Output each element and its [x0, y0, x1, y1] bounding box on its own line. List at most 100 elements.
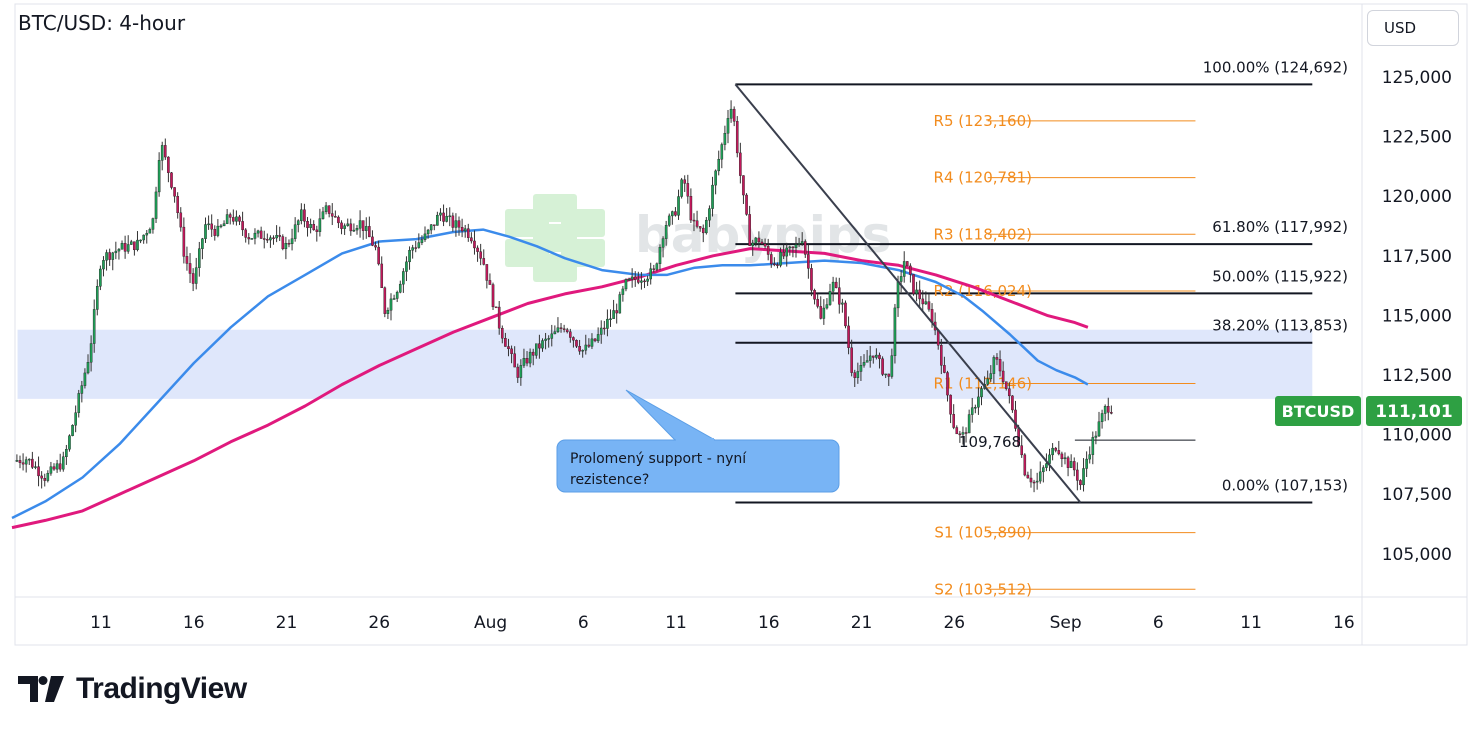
candle-body [893, 307, 897, 356]
candle-body [989, 373, 993, 380]
candle-body [803, 241, 807, 255]
candle-body [1048, 454, 1051, 464]
price-tick-label: 112,500 [1382, 366, 1452, 386]
candle-body [108, 252, 111, 260]
candle-body [476, 247, 479, 252]
candle-body [742, 175, 745, 196]
watermark-cube [533, 224, 577, 252]
candle-body [547, 338, 550, 340]
candle-body [717, 158, 721, 172]
candle-body [235, 216, 238, 222]
candle-body [485, 264, 489, 281]
candle-body [535, 343, 538, 356]
candle-body [525, 358, 529, 364]
candle-body [1008, 388, 1011, 397]
candle-body [643, 280, 646, 283]
candle-body [1014, 409, 1017, 429]
candle-body [559, 327, 563, 329]
candle-body [924, 301, 928, 305]
candle-body [445, 215, 448, 222]
candle-body [228, 214, 232, 218]
current-price-tag[interactable]: BTCUSD 111,101 [1275, 396, 1462, 426]
candle-body [247, 237, 251, 240]
candle-body [735, 121, 739, 154]
candle-body [139, 239, 142, 242]
price-tag-bg [1366, 396, 1462, 426]
candle-body [61, 456, 65, 470]
candle-body [612, 310, 615, 319]
candle-body [65, 449, 68, 458]
candle-body [970, 407, 974, 415]
candle-body [52, 466, 56, 470]
watermark-cube [533, 194, 577, 222]
candle-body [398, 283, 402, 293]
candle-body [1076, 469, 1079, 481]
candle-body [513, 353, 516, 368]
candle-body [188, 263, 192, 274]
candle-body [15, 460, 19, 462]
candle-body [575, 339, 578, 347]
candle-body [80, 385, 84, 394]
sma-slow-line [11, 247, 1089, 530]
candle-body [1110, 412, 1113, 414]
candle-body [569, 331, 572, 338]
candle-body [417, 242, 421, 248]
candle-body [1038, 471, 1042, 482]
candle-body [86, 362, 90, 374]
candle-body [1088, 454, 1092, 460]
candle-body [584, 344, 588, 351]
candle-body [930, 309, 934, 323]
candle-body [572, 337, 575, 341]
candle-body [841, 302, 844, 305]
candle-body [980, 388, 983, 398]
candle-body [748, 214, 751, 246]
fib-level-label: 38.20% (113,853) [1212, 317, 1348, 335]
candle-body [667, 215, 671, 226]
candle-body [207, 223, 210, 226]
candle-body [454, 220, 458, 228]
candle-body [723, 133, 727, 145]
candle-body [436, 214, 439, 226]
pivot-level-label: S1 (105,890) [934, 524, 1032, 542]
candle-body [1054, 447, 1058, 451]
watermark-cube [561, 209, 605, 237]
candle-body [185, 256, 189, 264]
candle-body [327, 205, 331, 214]
candle-body [1020, 445, 1023, 456]
candle-body [757, 237, 761, 243]
candle-body [961, 432, 965, 435]
candle-body [562, 328, 566, 330]
candle-body [890, 355, 894, 377]
candle-body [49, 466, 53, 474]
candle-body [912, 274, 915, 295]
candle-body [500, 327, 504, 339]
candle-body [334, 216, 337, 218]
candle-body [1051, 447, 1054, 456]
price-tick-label: 120,000 [1382, 187, 1452, 207]
candle-body [714, 170, 717, 186]
candle-body [946, 372, 949, 396]
candle-body [423, 233, 427, 240]
candle-body [1060, 453, 1064, 460]
candle-body [531, 351, 535, 356]
candle-body [683, 179, 687, 184]
candle-body [262, 238, 266, 240]
price-tick-label: 115,000 [1382, 306, 1452, 326]
candle-body [998, 359, 1002, 372]
candle-body [544, 338, 547, 341]
currency-button[interactable]: USD [1367, 10, 1459, 46]
candle-body [732, 108, 736, 122]
candle-body [760, 241, 764, 244]
candle-body [204, 224, 207, 239]
candle-body [99, 268, 102, 287]
candle-body [810, 268, 813, 291]
candle-body [519, 365, 523, 378]
price-tick-label: 117,500 [1382, 247, 1452, 267]
candle-body [664, 225, 668, 239]
candle-body [859, 365, 863, 372]
tradingview-logo[interactable]: TradingView [18, 672, 247, 706]
candle-body [640, 280, 643, 283]
callout-box[interactable]: Prolomený support - nyní rezistence? [556, 389, 840, 493]
